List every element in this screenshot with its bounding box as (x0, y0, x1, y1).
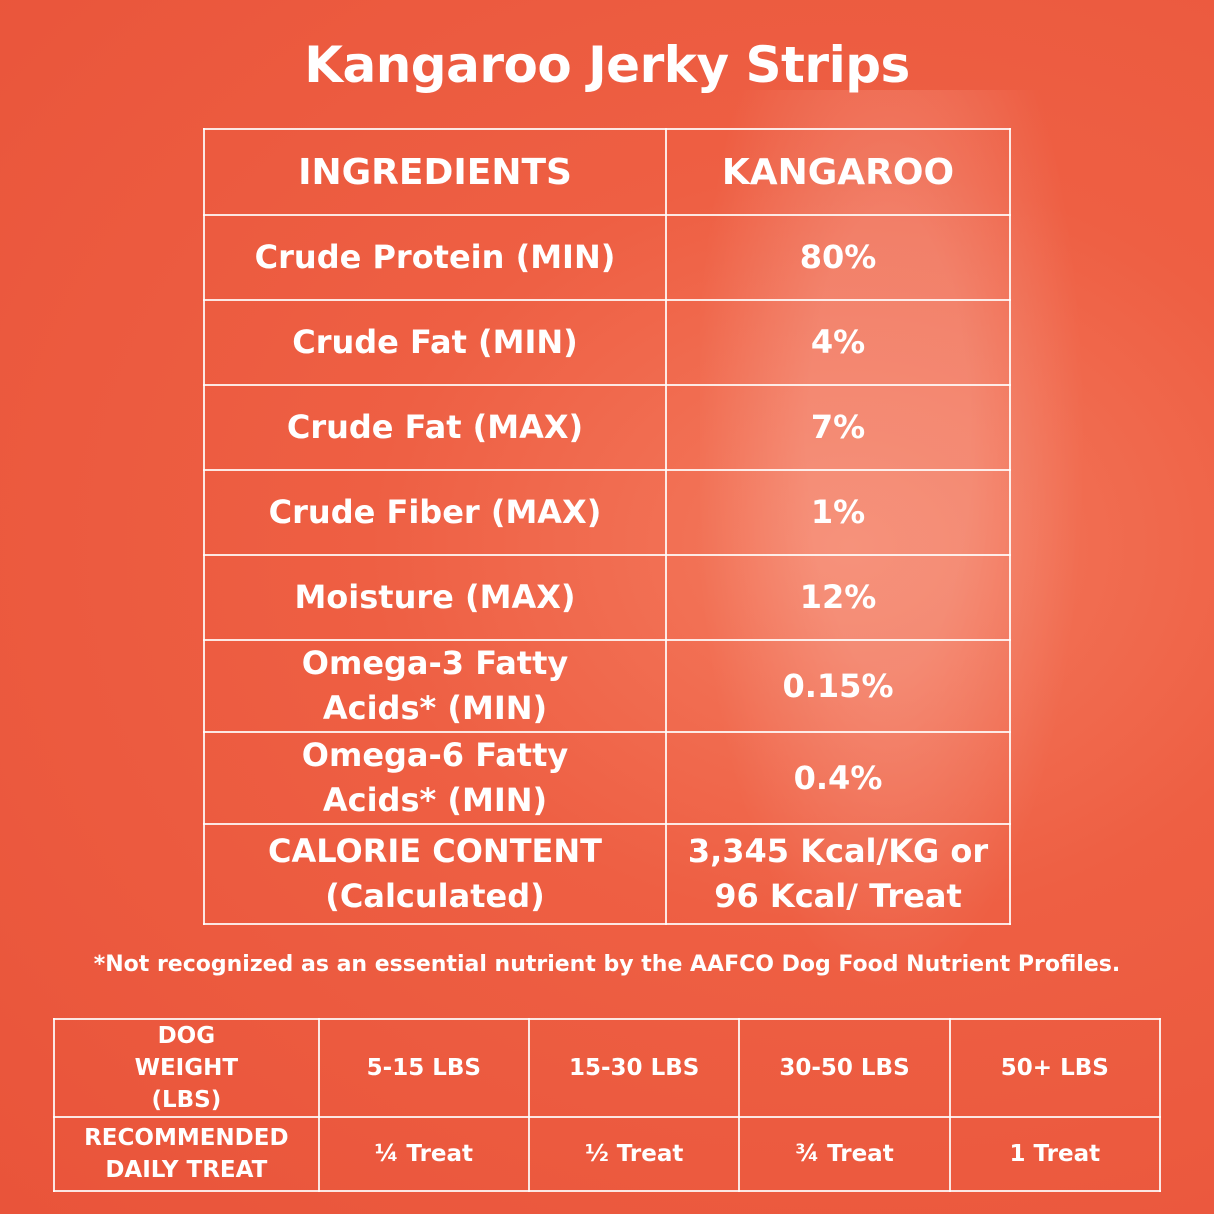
table-row: Crude Fat (MAX) 7% (203, 384, 1011, 471)
weight-label: DOG WEIGHT (LBS) (53, 1018, 320, 1118)
weight-row: DOG WEIGHT (LBS) 5-15 LBS 15-30 LBS 30-5… (53, 1018, 1162, 1118)
weight-cell: 30-50 LBS (738, 1018, 951, 1118)
row-value: 3,345 Kcal/KG or 96 Kcal/ Treat (665, 823, 1011, 925)
row-value: 4% (665, 299, 1011, 386)
row-label: Omega-6 Fatty Acids* (MIN) (203, 731, 667, 825)
table-row: Omega-3 Fatty Acids* (MIN) 0.15% (203, 639, 1011, 733)
table-row: Omega-6 Fatty Acids* (MIN) 0.4% (203, 731, 1011, 825)
row-label: Crude Fiber (MAX) (203, 469, 667, 556)
weight-cell: 15-30 LBS (527, 1018, 741, 1118)
row-label: CALORIE CONTENT (Calculated) (203, 823, 667, 925)
row-label: Crude Fat (MAX) (203, 384, 667, 471)
weight-cell: 50+ LBS (948, 1018, 1162, 1118)
treat-cell: ½ Treat (527, 1116, 741, 1192)
page-title: Kangaroo Jerky Strips (304, 36, 910, 94)
treat-row: RECOMMENDED DAILY TREAT ¼ Treat ½ Treat … (53, 1116, 1162, 1192)
row-label: Omega-3 Fatty Acids* (MIN) (203, 639, 667, 733)
treat-label: RECOMMENDED DAILY TREAT (53, 1116, 320, 1192)
table-row: Crude Protein (MIN) 80% (203, 214, 1011, 301)
dosage-table: DOG WEIGHT (LBS) 5-15 LBS 15-30 LBS 30-5… (53, 1018, 1162, 1192)
header-ingredients: INGREDIENTS (203, 128, 667, 216)
row-label: Crude Fat (MIN) (203, 299, 667, 386)
nutrition-table: INGREDIENTS KANGAROO Crude Protein (MIN)… (203, 128, 1011, 925)
header-kangaroo: KANGAROO (665, 128, 1011, 216)
weight-cell: 5-15 LBS (317, 1018, 531, 1118)
row-value: 12% (665, 554, 1011, 641)
row-value: 80% (665, 214, 1011, 301)
table-row: Crude Fiber (MAX) 1% (203, 469, 1011, 556)
treat-cell: 1 Treat (948, 1116, 1162, 1192)
row-label: Crude Protein (MIN) (203, 214, 667, 301)
footnote: *Not recognized as an essential nutrient… (93, 952, 1121, 977)
row-value: 0.4% (665, 731, 1011, 825)
row-label: Moisture (MAX) (203, 554, 667, 641)
treat-cell: ¾ Treat (738, 1116, 951, 1192)
table-row: Moisture (MAX) 12% (203, 554, 1011, 641)
row-value: 0.15% (665, 639, 1011, 733)
row-value: 1% (665, 469, 1011, 556)
table-row: Crude Fat (MIN) 4% (203, 299, 1011, 386)
table-header-row: INGREDIENTS KANGAROO (203, 128, 1011, 216)
treat-cell: ¼ Treat (317, 1116, 531, 1192)
row-value: 7% (665, 384, 1011, 471)
table-row: CALORIE CONTENT (Calculated) 3,345 Kcal/K… (203, 823, 1011, 925)
